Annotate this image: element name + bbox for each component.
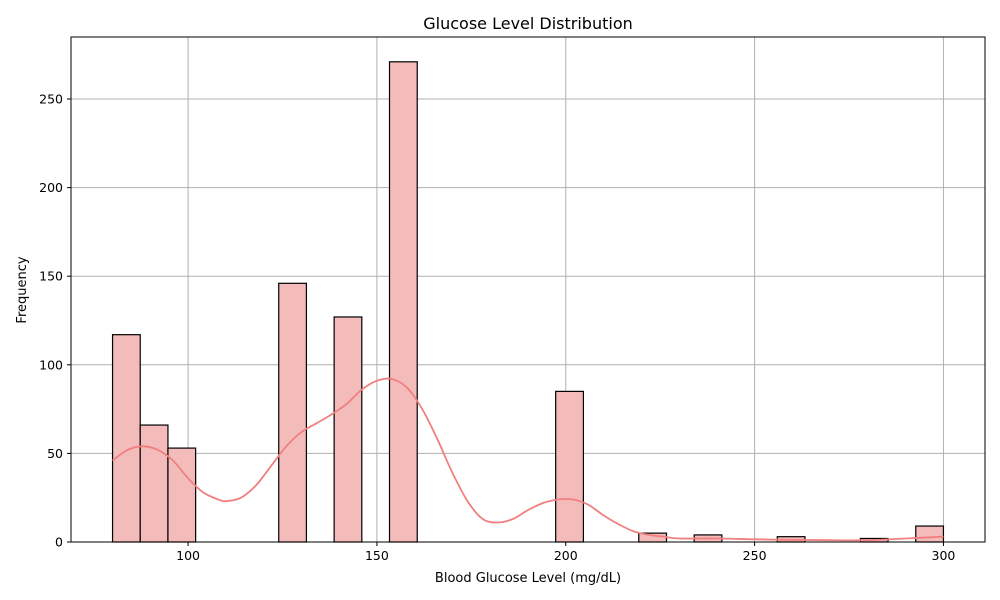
histogram-bar xyxy=(278,282,308,543)
y-axis-label: Frequency xyxy=(15,256,30,323)
kde-curve-group xyxy=(111,377,944,542)
y-tick-label: 150 xyxy=(39,269,63,284)
y-tick-label: 100 xyxy=(39,357,63,372)
y-tick-label: 200 xyxy=(39,180,63,195)
chart-title: Glucose Level Distribution xyxy=(423,14,633,33)
y-axis-ticks: 0 50 100 150 200 250 xyxy=(39,92,71,550)
grid-lines xyxy=(71,37,985,543)
x-tick-label: 200 xyxy=(554,548,578,563)
y-tick-label: 250 xyxy=(39,92,63,107)
kde-curve xyxy=(111,377,944,542)
x-tick-label: 250 xyxy=(743,548,767,563)
x-axis-label: Blood Glucose Level (mg/dL) xyxy=(435,571,621,586)
x-tick-label: 300 xyxy=(932,548,956,563)
histogram-bar xyxy=(915,525,945,543)
x-tick-label: 150 xyxy=(365,548,389,563)
plot-frame xyxy=(70,36,986,543)
y-tick-label: 50 xyxy=(47,446,63,461)
histogram-bars xyxy=(111,61,945,543)
histogram-bar xyxy=(139,424,169,543)
x-axis-ticks: 100 150 200 250 300 xyxy=(176,542,955,563)
histogram-bar xyxy=(333,316,363,543)
x-tick-label: 100 xyxy=(176,548,200,563)
y-tick-label: 0 xyxy=(55,535,63,550)
histogram-bar xyxy=(167,447,197,543)
histogram-bar xyxy=(555,390,585,543)
histogram-bar xyxy=(111,334,141,543)
histogram-bar xyxy=(388,61,418,543)
